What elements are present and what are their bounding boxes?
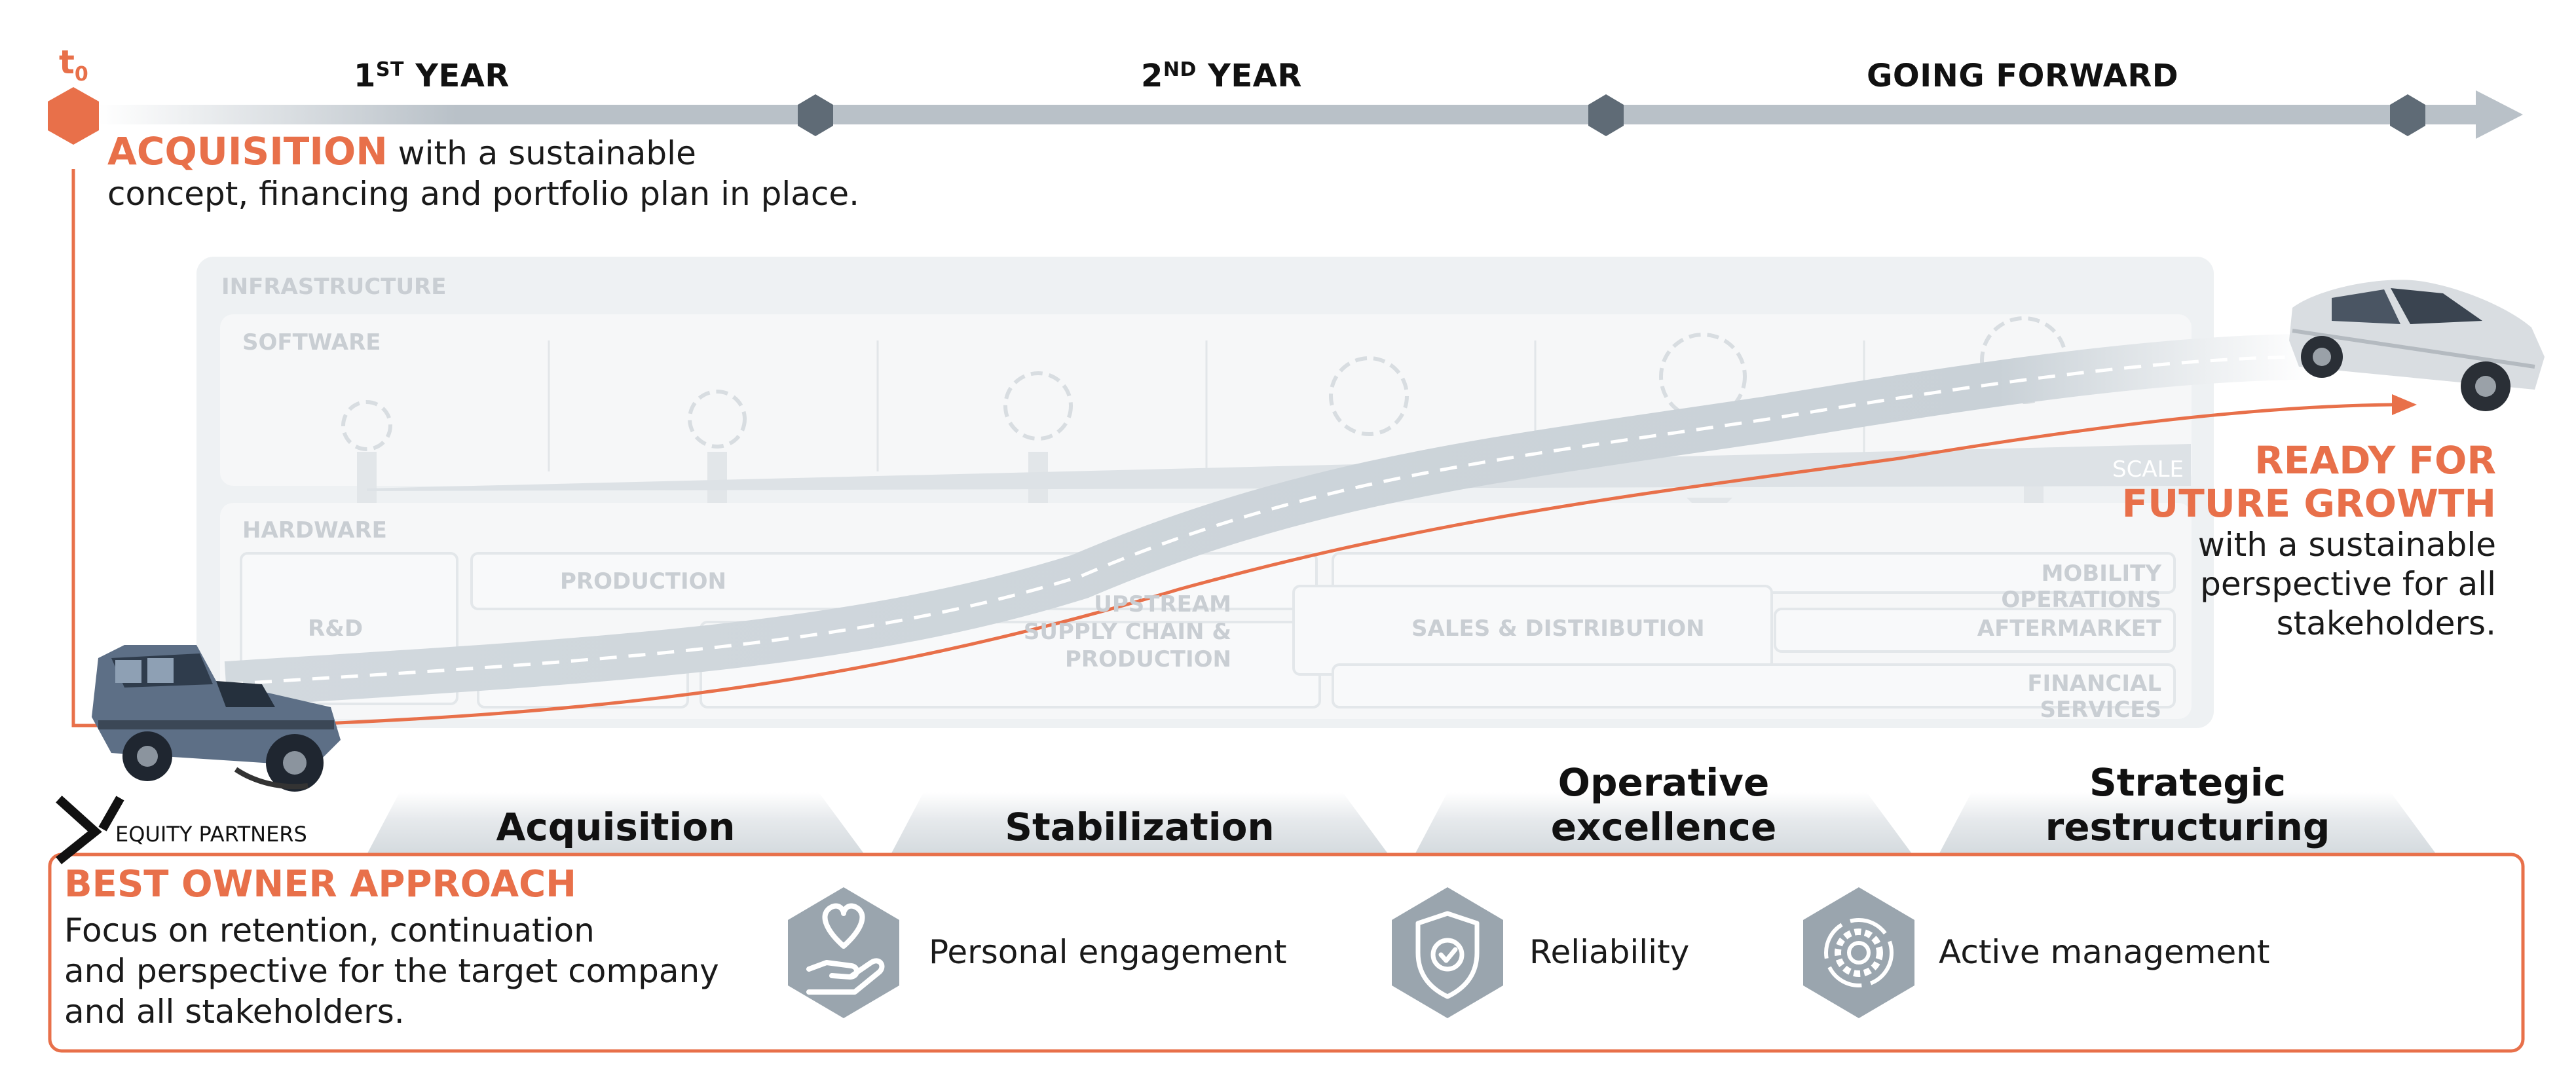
timeline-bar — [98, 105, 2482, 124]
year2-marker — [1588, 94, 1624, 136]
t0-label: t0 — [59, 43, 88, 86]
rd-label: R&D — [308, 616, 364, 642]
acquisition-line1: with a sustainable — [387, 134, 696, 172]
acquisition-heading: ACQUISITION — [107, 129, 388, 174]
ready-heading-2: FUTURE GROWTH — [2121, 481, 2496, 526]
ready-text-2: perspective for all — [2200, 565, 2496, 603]
hex-heart-hand — [788, 887, 899, 1018]
heart-hand-icon — [806, 903, 885, 995]
logo-mark — [56, 796, 124, 864]
growth-arrowhead — [2392, 394, 2417, 415]
sales-label: SALES & DISTRIBUTION — [1411, 616, 1705, 642]
going-forward-label: GOING FORWARD — [1867, 58, 2179, 94]
production-label: PRODUCTION — [560, 568, 726, 595]
year-2-label: 2ND YEAR — [1141, 58, 1302, 94]
approach-box — [48, 853, 2525, 1053]
phase-strategic-restructuring: Strategic restructuring — [2045, 760, 2330, 849]
feature-personal-engagement: Personal engagement — [929, 933, 1287, 971]
aftermarket-label: AFTERMARKET — [1977, 616, 2161, 642]
hardware-label: HARDWARE — [242, 517, 387, 543]
logo-text: EQUITY PARTNERS — [115, 822, 307, 847]
t0-marker — [48, 87, 99, 145]
year1-marker — [798, 94, 833, 136]
phase-acquisition: Acquisition — [496, 805, 736, 849]
financial-label: FINANCIAL SERVICES — [2027, 671, 2161, 723]
upstream-label: UPSTREAM SUPPLY CHAIN & PRODUCTION — [1023, 591, 1231, 672]
timeline-arrowhead — [2476, 90, 2523, 139]
growth-path — [71, 169, 2395, 727]
old-car-image — [92, 645, 341, 792]
ready-text-3: stakeholders. — [2276, 604, 2496, 642]
acquisition-line2: concept, financing and portfolio plan in… — [107, 175, 860, 213]
gear-cycle-icon — [1824, 918, 1894, 987]
phase-stabilization: Stabilization — [1005, 805, 1275, 849]
hex-shield — [1392, 887, 1503, 1018]
mobility-label: MOBILITY OPERATIONS — [2001, 561, 2161, 613]
scale-label: SCALE — [2112, 456, 2184, 483]
year-1-label: 1ST YEAR — [354, 58, 510, 94]
ready-heading-1: READY FOR — [2254, 438, 2496, 483]
software-label: SOFTWARE — [242, 329, 381, 356]
phase-tabs — [367, 792, 2436, 855]
hex-gear — [1803, 887, 1914, 1018]
road-center-line — [225, 355, 2313, 686]
approach-heading: BEST OWNER APPROACH — [64, 863, 577, 906]
infrastructure-label: INFRASTRUCTURE — [221, 274, 447, 300]
feature-active-management: Active management — [1939, 933, 2270, 971]
shield-check-icon — [1415, 911, 1480, 999]
feature-reliability: Reliability — [1529, 933, 1690, 971]
new-car-image — [2289, 280, 2545, 411]
ready-text-1: with a sustainable — [2197, 526, 2496, 564]
approach-text: Focus on retention, continuation and per… — [64, 911, 719, 1031]
forward-marker — [2390, 94, 2425, 136]
acquisition-block: ACQUISITION with a sustainable concept, … — [107, 131, 859, 214]
phase-operative-excellence: Operative excellence — [1550, 760, 1777, 849]
ready-block: READY FOR FUTURE GROWTH with a sustainab… — [2038, 439, 2496, 643]
